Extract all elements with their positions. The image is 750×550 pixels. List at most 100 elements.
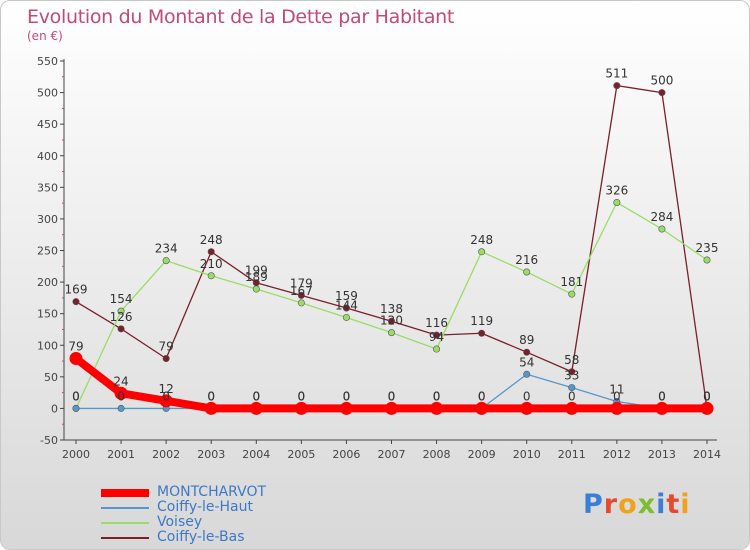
data-label: 138 <box>380 302 403 316</box>
data-label: 54 <box>519 355 534 369</box>
data-label: 0 <box>207 389 215 403</box>
data-label: 0 <box>478 389 486 403</box>
data-point <box>658 89 666 97</box>
data-point <box>117 404 125 412</box>
chart-subtitle: (en €) <box>27 29 63 43</box>
data-label: 0 <box>388 389 396 403</box>
data-point <box>433 345 441 353</box>
data-point <box>475 401 489 415</box>
data-point <box>520 401 534 415</box>
data-label: 0 <box>703 389 711 403</box>
legend-item-coiffy-le-bas: Coiffy-le-Bas <box>101 530 266 545</box>
data-point <box>523 268 531 276</box>
data-label: 234 <box>155 242 178 256</box>
data-point <box>117 307 125 315</box>
data-label: 12 <box>159 382 174 396</box>
data-label: 500 <box>650 74 673 88</box>
x-tick-label: 2008 <box>423 448 451 461</box>
data-label: 248 <box>470 233 493 247</box>
data-point <box>117 325 125 333</box>
data-label: 0 <box>613 389 621 403</box>
data-point <box>72 404 80 412</box>
data-point <box>162 355 170 363</box>
data-point <box>658 225 666 233</box>
data-label: 326 <box>605 183 628 197</box>
y-tick-label: 300 <box>37 213 58 226</box>
data-point <box>342 304 350 312</box>
data-point <box>387 329 395 337</box>
data-point <box>523 348 531 356</box>
data-label: 0 <box>433 389 441 403</box>
data-label: 11 <box>609 382 624 396</box>
data-label: 0 <box>703 389 711 403</box>
data-point <box>159 394 173 408</box>
data-label: 0 <box>433 389 441 403</box>
legend-label-montcharvot: MONTCHARVOT <box>157 484 267 500</box>
legend: MONTCHARVOT Coiffy-le-Haut Voisey Coiffy… <box>101 485 266 545</box>
data-label: 120 <box>380 314 403 328</box>
legend-label-coiffy-le-bas: Coiffy-le-Bas <box>157 529 245 545</box>
data-label: 144 <box>335 298 358 312</box>
logo-letter: i <box>680 489 691 520</box>
data-point <box>568 290 576 298</box>
data-point <box>613 198 621 206</box>
logo-letter: P <box>583 489 604 520</box>
data-point <box>114 386 128 400</box>
data-point <box>613 82 621 90</box>
data-point <box>565 401 579 415</box>
data-point <box>207 272 215 280</box>
data-label: 116 <box>425 316 448 330</box>
data-point <box>523 370 531 378</box>
data-label: 0 <box>117 389 125 403</box>
data-point <box>568 368 576 376</box>
legend-label-coiffy-le-haut: Coiffy-le-Haut <box>157 499 253 515</box>
data-point <box>162 257 170 265</box>
data-label: 216 <box>515 253 538 267</box>
data-label: 24 <box>113 374 128 388</box>
y-tick-label: 450 <box>37 118 58 131</box>
data-label: 79 <box>159 340 174 354</box>
data-label: 0 <box>523 389 531 403</box>
data-point <box>297 299 305 307</box>
legend-item-coiffy-le-haut: Coiffy-le-Haut <box>101 500 266 515</box>
data-point <box>478 329 486 337</box>
logo-letter: t <box>666 489 681 520</box>
legend-swatch-coiffy-le-bas <box>101 536 149 539</box>
data-label: 0 <box>478 389 486 403</box>
y-tick-label: 550 <box>37 55 58 68</box>
data-label: 159 <box>335 289 358 303</box>
data-label: 0 <box>298 389 306 403</box>
data-label: 0 <box>162 389 170 403</box>
x-tick-label: 2012 <box>603 448 631 461</box>
data-label: 169 <box>65 283 88 297</box>
x-tick-label: 2009 <box>468 448 496 461</box>
x-tick-label: 2004 <box>242 448 270 461</box>
logo-letter: o <box>618 489 638 520</box>
x-tick-label: 2005 <box>287 448 315 461</box>
y-tick-label: 350 <box>37 181 58 194</box>
data-point <box>610 401 624 415</box>
x-tick-label: 2014 <box>693 448 721 461</box>
data-label: 0 <box>252 389 260 403</box>
data-label: 248 <box>200 233 223 247</box>
data-label: 126 <box>110 310 133 324</box>
data-label: 154 <box>110 292 133 306</box>
legend-swatch-voisey <box>101 521 149 524</box>
data-label: 235 <box>696 241 719 255</box>
x-tick-label: 2006 <box>332 448 360 461</box>
logo-letter: r <box>603 489 619 520</box>
data-label: 179 <box>290 276 313 290</box>
data-point <box>568 384 576 392</box>
logo-letter: x <box>637 489 657 520</box>
legend-label-voisey: Voisey <box>157 514 203 530</box>
data-label: 94 <box>429 330 444 344</box>
data-point <box>72 298 80 306</box>
data-point <box>700 401 714 415</box>
legend-item-montcharvot: MONTCHARVOT <box>101 485 266 500</box>
data-label: 89 <box>519 333 534 347</box>
y-tick-label: 500 <box>37 87 58 100</box>
data-label: 181 <box>560 275 583 289</box>
x-tick-label: 2001 <box>107 448 135 461</box>
